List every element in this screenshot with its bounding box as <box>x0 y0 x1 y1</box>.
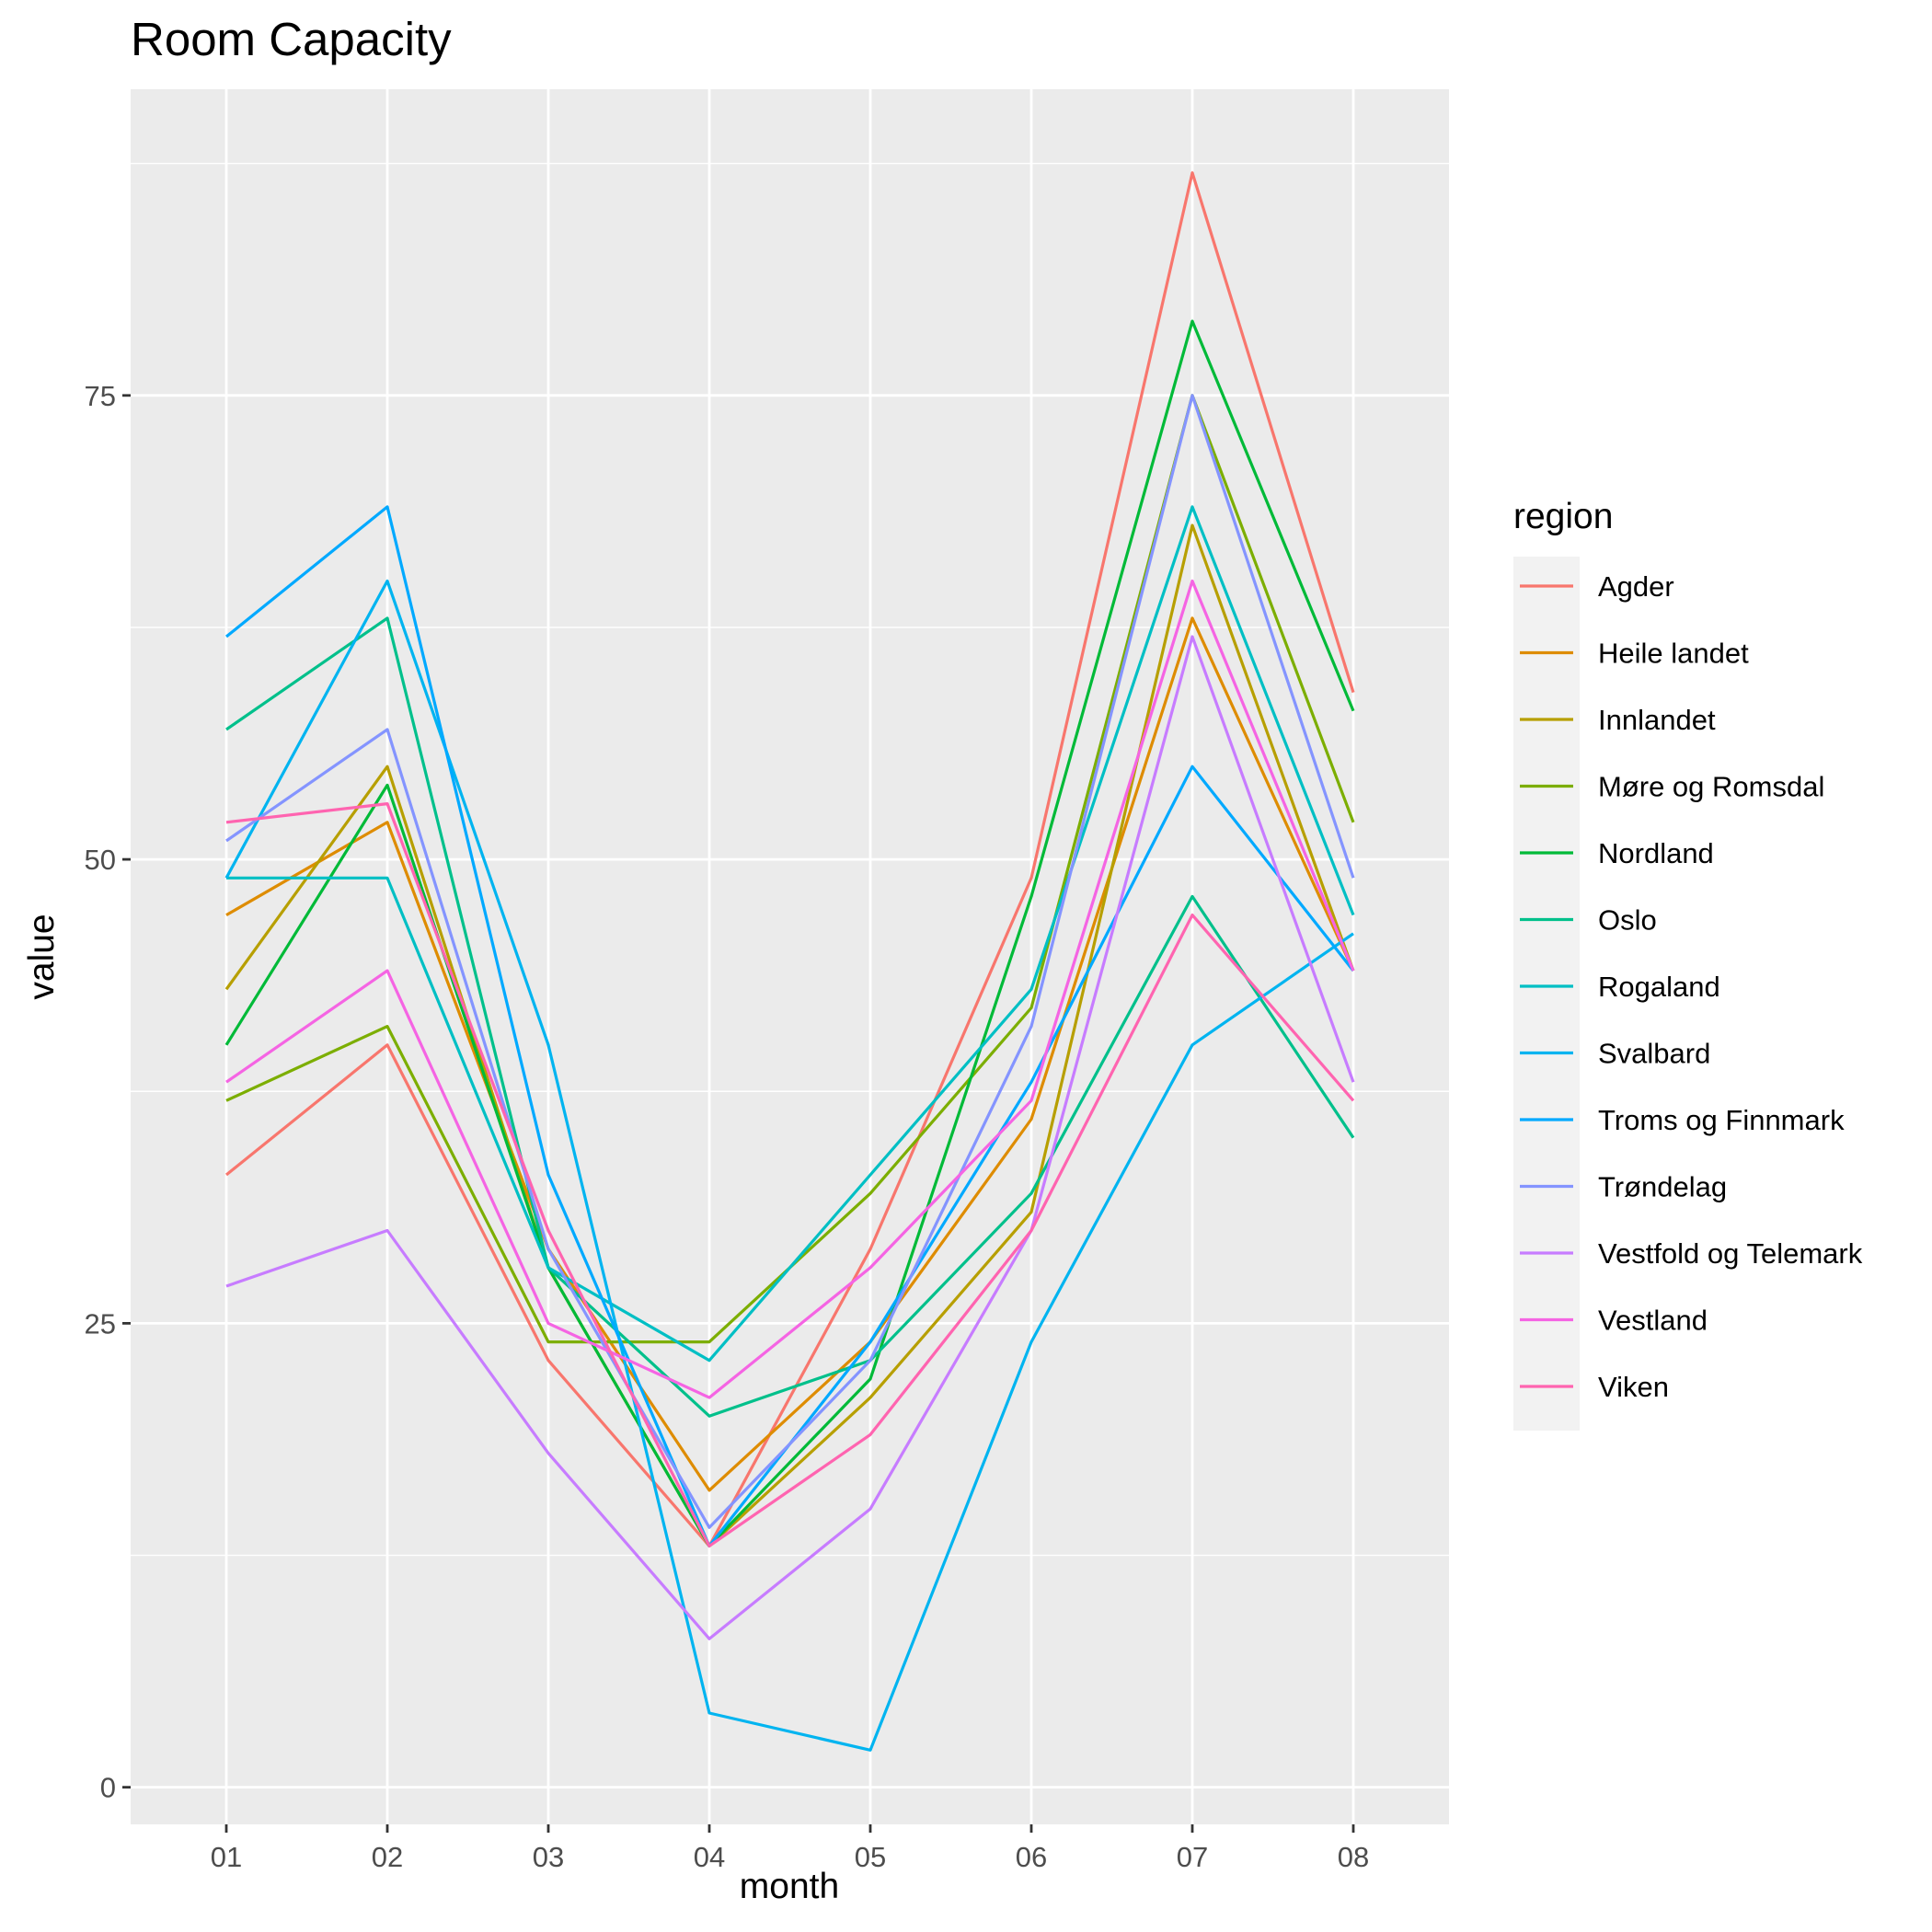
x-axis: 01 02 03 04 05 06 07 08 <box>211 1824 1369 1873</box>
series-line-svalbard <box>224 579 1354 1752</box>
x-axis-title: month <box>740 1867 839 1906</box>
minor-gridlines <box>131 162 1449 1557</box>
legend-label-vestfold-og-telemark: Vestfold og Telemark <box>1598 1237 1863 1270</box>
legend: region Agder Heile landet Innlandet Møre og… <box>1513 497 1863 1431</box>
legend-label-agder: Agder <box>1598 570 1674 603</box>
x-tick-label: 08 <box>1338 1841 1369 1873</box>
y-axis: 0 25 50 75 <box>85 380 131 1804</box>
legend-label-trondelag: Trøndelag <box>1598 1171 1727 1203</box>
series-line-heile-landet <box>225 616 1355 1492</box>
legend-label-oslo: Oslo <box>1598 904 1657 937</box>
legend-label-nordland: Nordland <box>1598 837 1714 869</box>
legend-label-svalbard: Svalbard <box>1598 1038 1710 1070</box>
x-tick-label: 02 <box>372 1841 403 1873</box>
series-line-innlandet <box>224 523 1355 1548</box>
y-tick-label: 0 <box>100 1772 116 1804</box>
y-axis-title: value <box>22 914 62 999</box>
x-tick-label: 04 <box>694 1841 725 1873</box>
legend-label-vestland: Vestland <box>1598 1305 1708 1337</box>
legend-title: region <box>1513 497 1613 536</box>
series-line-nordland <box>224 319 1355 1548</box>
series-line-vestland <box>225 579 1355 1399</box>
major-gridlines <box>131 89 1449 1824</box>
series-line-trondelag <box>225 394 1355 1529</box>
x-tick-label: 06 <box>1016 1841 1047 1873</box>
y-tick-label: 75 <box>85 380 116 412</box>
x-tick-label: 07 <box>1177 1841 1208 1873</box>
legend-label-viken: Viken <box>1598 1371 1669 1403</box>
legend-label-more-og-romsdal: Møre og Romsdal <box>1598 771 1824 803</box>
y-tick-label: 50 <box>85 844 116 876</box>
series-line-rogaland <box>226 505 1355 1363</box>
series-line-vestfold-og-telemark <box>225 635 1355 1640</box>
legend-label-heile-landet: Heile landet <box>1598 638 1749 670</box>
legend-key-background <box>1513 557 1580 1431</box>
legend-items: Agder Heile landet Innlandet Møre og Romsda… <box>1520 570 1863 1403</box>
series-line-oslo <box>225 616 1355 1418</box>
legend-label-innlandet: Innlandet <box>1598 704 1716 736</box>
x-tick-label: 05 <box>855 1841 886 1873</box>
plot-panel <box>131 89 1449 1824</box>
legend-label-troms-og-finnmark: Troms og Finnmark <box>1598 1104 1845 1136</box>
y-tick-label: 25 <box>85 1307 116 1340</box>
series-line-viken <box>225 801 1355 1548</box>
series-line-agder <box>224 171 1355 1548</box>
chart-title: Room Capacity <box>131 13 452 65</box>
x-tick-label: 01 <box>211 1841 242 1873</box>
legend-label-rogaland: Rogaland <box>1598 971 1720 1003</box>
x-tick-label: 03 <box>533 1841 564 1873</box>
series-lines <box>224 171 1355 1752</box>
